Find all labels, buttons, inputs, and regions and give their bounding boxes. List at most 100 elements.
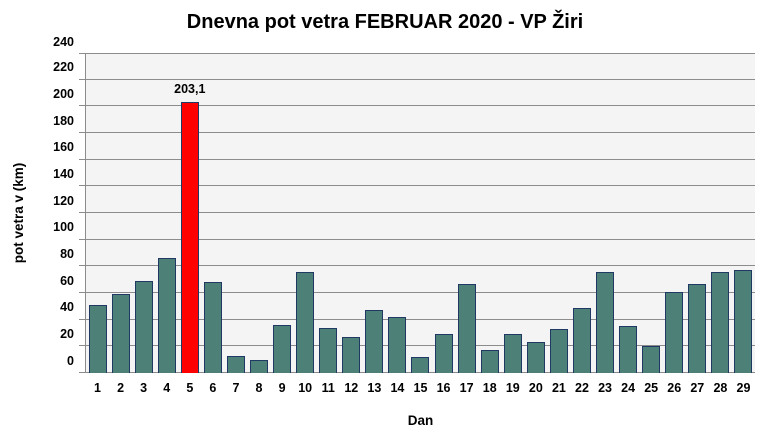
bar-slot-day-27 (686, 53, 709, 373)
gridline (86, 53, 755, 54)
y-tick-label: 100 (53, 219, 74, 234)
bar-slot-day-26 (663, 53, 686, 373)
x-tick-label-4: 4 (163, 381, 171, 395)
bar-day-28 (711, 271, 730, 373)
bar-day-5 (180, 102, 199, 373)
x-tick-label-18: 18 (482, 381, 497, 395)
bar-slot-day-2 (109, 53, 132, 373)
bar-day-19 (503, 334, 522, 373)
y-tick-mark (79, 132, 86, 133)
bar-slot-day-20 (524, 53, 547, 373)
bar-day-11 (319, 327, 338, 373)
y-tick-label: 80 (60, 246, 74, 261)
bar-slot-day-22 (570, 53, 593, 373)
x-tick-label-29: 29 (736, 381, 751, 395)
x-tick-label-23: 23 (598, 381, 612, 395)
bar-slot-day-28 (709, 53, 732, 373)
y-tick-mark (79, 372, 86, 373)
gridline (86, 132, 755, 133)
x-tick-label-6: 6 (209, 381, 217, 395)
x-tick-label-12: 12 (344, 381, 359, 395)
bar-slot-day-11 (317, 53, 340, 373)
bar-slot-day-1 (86, 53, 109, 373)
x-tick-label-17: 17 (459, 381, 474, 395)
bar-day-16 (434, 334, 453, 373)
y-tick-mark (79, 158, 86, 160)
y-tick-label: 20 (60, 326, 74, 341)
x-tick-label-13: 13 (367, 381, 382, 395)
y-tick-mark (79, 105, 86, 107)
chart-title: Dnevna pot vetra FEBRUAR 2020 - VP Žiri (186, 11, 584, 33)
bar-day-25 (642, 346, 661, 373)
bar-slot-day-7 (224, 53, 247, 373)
bar-slot-day-21 (547, 53, 570, 373)
y-tick-label: 60 (60, 273, 74, 288)
bar-day-4 (157, 258, 176, 373)
y-tick-label: 160 (53, 139, 74, 154)
bar-slot-day-25 (640, 53, 663, 373)
bar-day-17 (457, 283, 476, 373)
x-tick-label-22: 22 (575, 381, 589, 395)
x-tick-label-26: 26 (667, 381, 682, 395)
bar-day-27 (688, 283, 707, 373)
x-tick-label-24: 24 (621, 381, 636, 395)
x-tick-label-25: 25 (644, 381, 659, 395)
bar-day-3 (134, 281, 153, 373)
bar-day-22 (572, 307, 591, 373)
bar-day-21 (549, 329, 568, 373)
bar-day-26 (665, 291, 684, 373)
x-tick-label-21: 21 (551, 381, 566, 395)
bar-day-6 (203, 282, 222, 373)
bar-day-14 (388, 317, 407, 373)
x-tick-label-9: 9 (278, 381, 286, 395)
bar-day-2 (111, 294, 130, 373)
gridline (86, 105, 755, 107)
gridline (86, 318, 755, 320)
plot-area: 0 20 40 60 80 100 120 140 160 180 200 220 240 203,1 (53, 35, 755, 373)
gridline (86, 185, 755, 187)
bar-slot-day-19 (501, 53, 524, 373)
gridline (86, 78, 755, 80)
bar-slot-day-24 (617, 53, 640, 373)
bar-value-label: 203,1 (174, 81, 206, 96)
y-tick-label: 180 (53, 113, 74, 128)
bar-day-1 (88, 305, 107, 373)
x-tick-label-15: 15 (413, 381, 428, 395)
bar-slot-day-17 (455, 53, 478, 373)
x-tick-label-8: 8 (255, 381, 263, 395)
x-tick-label-14: 14 (390, 381, 405, 395)
y-tick-mark (79, 345, 86, 347)
bar-day-13 (365, 310, 384, 373)
gridline (86, 158, 755, 160)
x-tick-label-27: 27 (690, 381, 705, 395)
x-tick-label-10: 10 (298, 381, 313, 395)
bar-day-20 (526, 342, 545, 373)
y-tick-label: 140 (53, 166, 74, 181)
bar-slot-day-9 (271, 53, 294, 373)
y-tick-label: 220 (53, 59, 74, 74)
y-axis-line (85, 53, 86, 373)
bar-day-24 (619, 326, 638, 373)
y-tick-label: 200 (53, 86, 74, 101)
x-tick-label-19: 19 (505, 381, 520, 395)
bar-slot-day-12 (340, 53, 363, 373)
y-tick-mark (79, 318, 86, 320)
bar-slot-day-8 (247, 53, 270, 373)
x-tick-label-28: 28 (713, 381, 728, 395)
bar-slot-day-10 (294, 53, 317, 373)
x-axis-title: Dan (407, 413, 434, 428)
bar-day-12 (342, 337, 361, 373)
bar-slot-day-16 (432, 53, 455, 373)
bar-day-9 (273, 325, 292, 373)
x-tick-label-7: 7 (232, 381, 240, 395)
y-tick-mark (79, 265, 86, 267)
x-tick-label-3: 3 (140, 381, 148, 395)
gridline (86, 238, 755, 240)
bar-slot-day-14 (386, 53, 409, 373)
y-tick-mark (79, 212, 86, 213)
gridline (86, 265, 755, 267)
y-tick-mark (79, 53, 86, 54)
bar-slot-day-3 (132, 53, 155, 373)
y-tick-mark (79, 185, 86, 187)
